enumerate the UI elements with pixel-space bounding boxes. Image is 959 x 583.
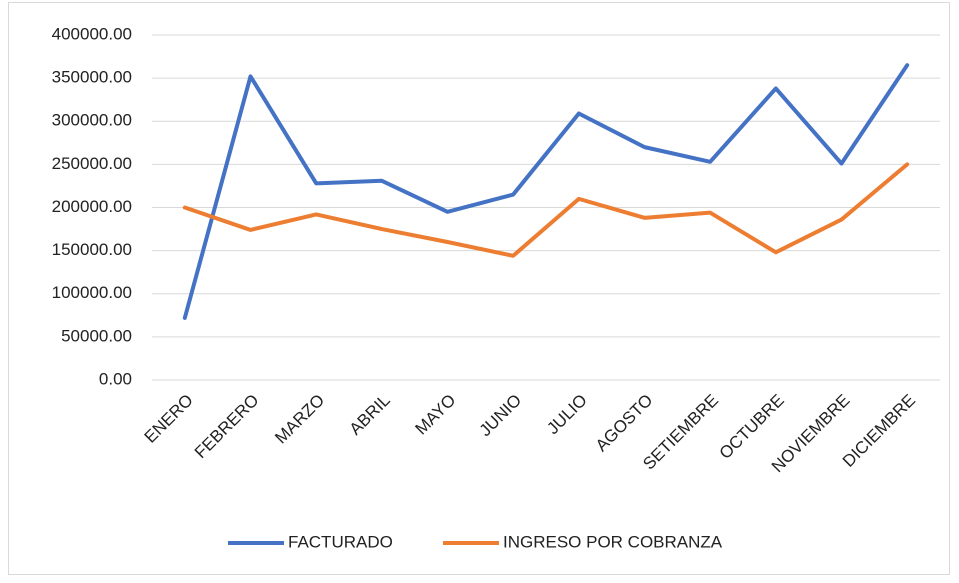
data-line: [182, 63, 910, 320]
y-tick-label: 400000.00: [52, 24, 132, 43]
y-tick-label: 0.00: [99, 369, 132, 388]
data-line: [182, 162, 910, 258]
chart-border: [8, 2, 950, 575]
legend-label: INGRESO POR COBRANZA: [503, 532, 723, 551]
legend-label: FACTURADO: [288, 532, 393, 551]
y-tick-label: 200000.00: [52, 197, 132, 216]
y-tick-label: 50000.00: [61, 326, 132, 345]
y-tick-label: 250000.00: [52, 154, 132, 173]
y-tick-label: 150000.00: [52, 240, 132, 259]
y-tick-label: 300000.00: [52, 111, 132, 130]
y-tick-label: 350000.00: [52, 68, 132, 87]
y-tick-label: 100000.00: [52, 283, 132, 302]
